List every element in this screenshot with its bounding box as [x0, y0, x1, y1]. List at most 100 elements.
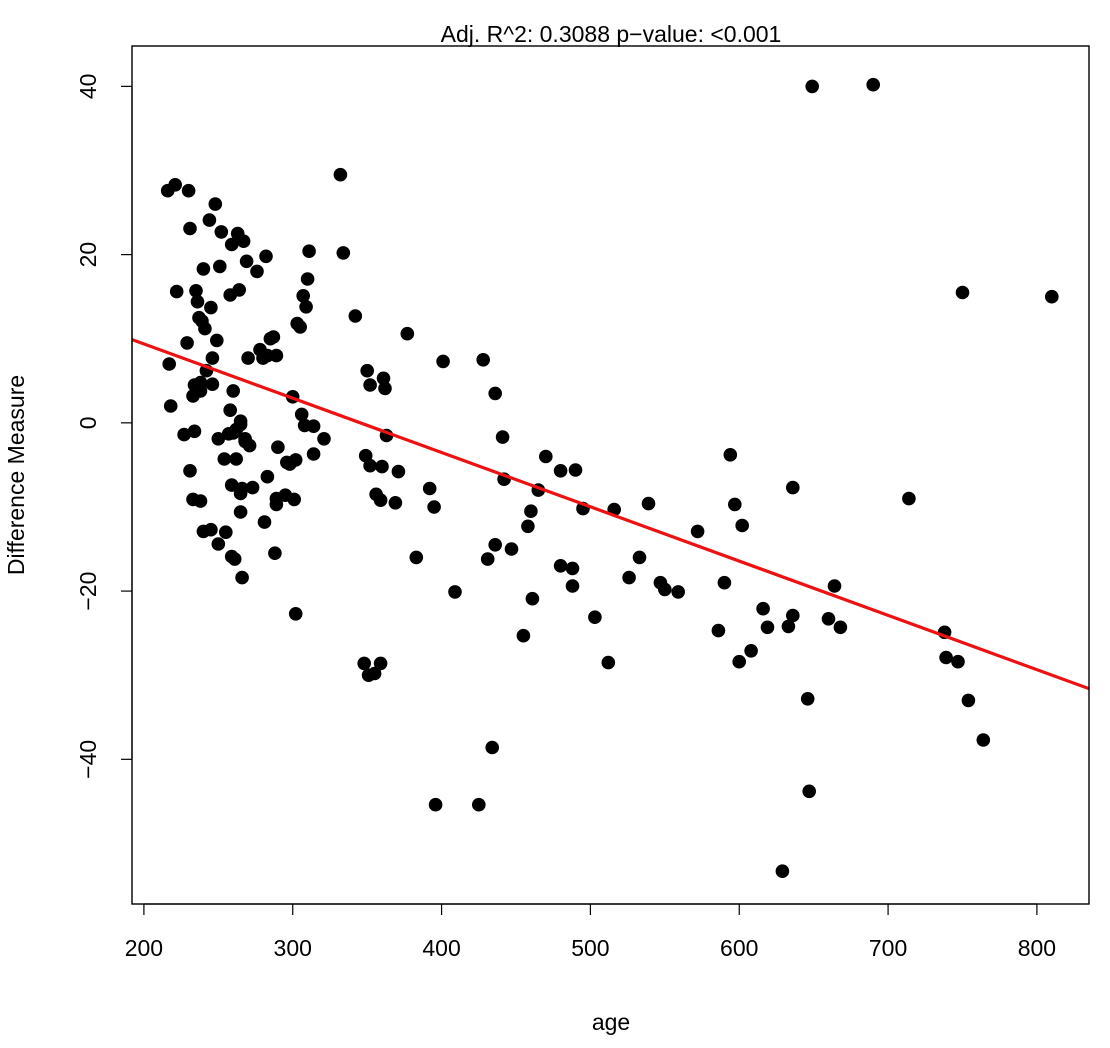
data-point [800, 692, 815, 706]
data-point [223, 403, 237, 418]
data-point [939, 650, 953, 665]
data-point [259, 249, 273, 264]
data-point [488, 538, 503, 552]
data-point [269, 348, 284, 363]
data-point [732, 654, 746, 669]
data-point [744, 644, 758, 658]
data-point [786, 480, 800, 495]
regression-line-group [132, 338, 1089, 691]
data-point [238, 432, 252, 446]
data-point [802, 784, 816, 799]
data-point [257, 515, 272, 529]
data-point [448, 585, 462, 599]
data-point [521, 519, 535, 534]
y-tick-label: −40 [75, 740, 101, 779]
data-point [632, 550, 647, 565]
data-point [196, 524, 211, 539]
x-tick-label: 200 [125, 935, 163, 961]
data-point [480, 552, 495, 566]
y-tick-label: −20 [75, 572, 101, 611]
data-point [217, 452, 232, 466]
data-point [317, 432, 331, 446]
data-points [160, 77, 1059, 878]
y-tick-label: 40 [75, 74, 101, 100]
data-point [539, 449, 553, 464]
data-point [760, 620, 775, 635]
data-point [214, 225, 229, 239]
data-point [717, 575, 732, 590]
data-point [300, 272, 315, 286]
data-point [168, 178, 182, 192]
x-tick-label: 300 [274, 935, 312, 961]
data-point [409, 550, 424, 565]
data-point [202, 213, 217, 227]
data-point [400, 326, 415, 341]
data-point [189, 284, 203, 298]
data-point [348, 309, 363, 323]
data-point [378, 381, 392, 396]
data-point [336, 246, 351, 260]
data-point [373, 656, 388, 671]
data-point [233, 486, 248, 501]
data-point [180, 336, 194, 350]
data-point [306, 447, 321, 461]
data-point [299, 300, 313, 314]
data-point [833, 620, 848, 635]
data-point [280, 455, 294, 470]
data-point [208, 197, 223, 211]
data-point [728, 497, 742, 512]
data-point [428, 797, 443, 812]
data-point [363, 378, 377, 392]
data-point [260, 469, 275, 484]
data-point [297, 418, 312, 433]
data-point [190, 294, 205, 309]
data-point [235, 570, 249, 585]
data-point [241, 351, 255, 365]
data-point [333, 167, 348, 182]
data-point [488, 386, 503, 401]
data-point [1045, 289, 1059, 304]
data-point [902, 491, 916, 506]
y-tick-label: 20 [75, 242, 101, 268]
data-point [245, 480, 260, 495]
data-point [186, 492, 200, 507]
data-point [268, 546, 282, 560]
x-tick-label: 400 [422, 935, 460, 961]
data-point [961, 693, 976, 708]
data-point [302, 244, 316, 258]
data-point [775, 864, 790, 878]
data-point [204, 300, 218, 315]
data-point [369, 487, 383, 502]
data-point [827, 579, 842, 593]
data-point [951, 654, 965, 669]
data-point [866, 77, 880, 92]
x-tick-label: 500 [571, 935, 609, 961]
data-point [177, 427, 191, 442]
data-point [224, 237, 239, 252]
data-point [504, 542, 519, 556]
data-point [588, 610, 602, 624]
data-point [357, 656, 372, 671]
data-point [601, 655, 616, 670]
regression-line [132, 338, 1089, 691]
data-point [250, 264, 264, 279]
data-point [568, 463, 583, 477]
data-point [233, 505, 248, 519]
data-point [271, 440, 285, 455]
data-point [388, 496, 403, 510]
data-point [658, 582, 672, 597]
data-point [485, 740, 500, 755]
data-point [671, 585, 685, 599]
data-point [976, 733, 991, 747]
data-point [375, 459, 389, 474]
data-point [376, 371, 391, 386]
data-point [756, 601, 770, 616]
data-point [163, 399, 178, 413]
data-point [211, 432, 226, 446]
data-point [205, 377, 220, 392]
data-point [781, 619, 796, 634]
y-tick-label: 0 [75, 416, 101, 429]
data-point [805, 79, 819, 94]
